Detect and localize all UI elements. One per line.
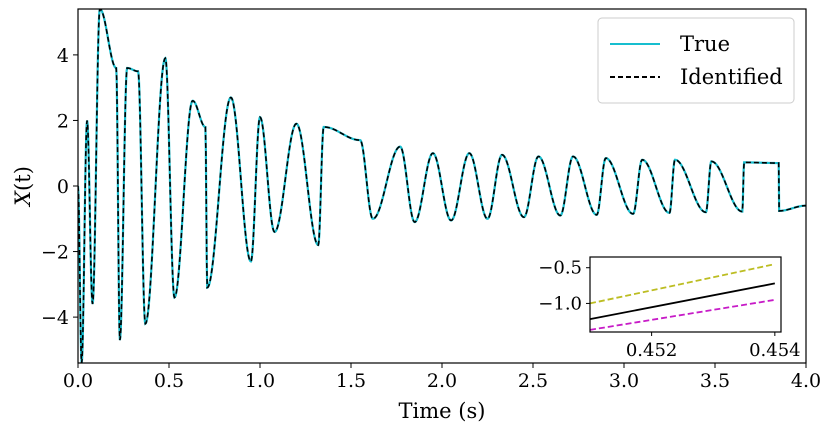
x-tick-label: 4.0 [791,370,821,392]
legend: True Identified [597,17,795,104]
inset-x-tick-label: 0.452 [626,340,678,361]
inset-series-0 [589,263,776,305]
y-axis-title-var: X [11,190,35,208]
y-tick-label: 0 [57,176,69,198]
x-tick-label: 0.5 [154,370,184,392]
inset-series-1 [589,282,776,321]
y-axis-title: X(t) [11,166,35,208]
inset-frame [589,256,782,333]
x-axis: 0.0 0.5 1.0 1.5 2.0 2.5 3.0 3.5 4.0 [63,363,821,392]
x-tick-label: 0.0 [63,370,93,392]
y-tick-label: 2 [57,110,69,132]
x-tick-label: 3.0 [609,370,639,392]
y-tick-label: −2 [41,242,69,264]
inset-series-2 [589,298,775,331]
y-tick-label: 4 [57,45,69,67]
y-tick-label: −4 [41,307,69,329]
legend-label-0: True [680,32,730,56]
y-axis: −4 −2 0 2 4 [41,45,78,329]
inset-plot: 0.452 0.454 −0.5 −1.0 [528,253,801,362]
legend-label-1: Identified [680,65,783,89]
inset-series-layer [589,263,776,331]
inset-x-axis: 0.452 0.454 [626,332,801,361]
x-tick-label: 1.0 [245,370,275,392]
x-tick-label: 3.5 [700,370,730,392]
series-identified-line [78,9,806,363]
inset-x-tick-label: 0.454 [749,340,801,361]
inset-y-tick-label: −0.5 [538,258,582,279]
x-tick-label: 2.5 [518,370,548,392]
inset-y-tick-label: −1.0 [538,293,582,314]
main-plot: 0.0 0.5 1.0 1.5 2.0 2.5 3.0 3.5 4.0 −4 −2 0 2 4 Time… [11,8,821,423]
x-tick-label: 1.5 [336,370,366,392]
x-axis-title: Time (s) [399,399,486,423]
legend-box [597,17,795,104]
y-axis-title-arg: (t) [11,166,35,191]
inset-y-axis: −0.5 −1.0 [538,258,590,314]
series-layer [78,9,806,363]
x-tick-label: 2.0 [427,370,457,392]
